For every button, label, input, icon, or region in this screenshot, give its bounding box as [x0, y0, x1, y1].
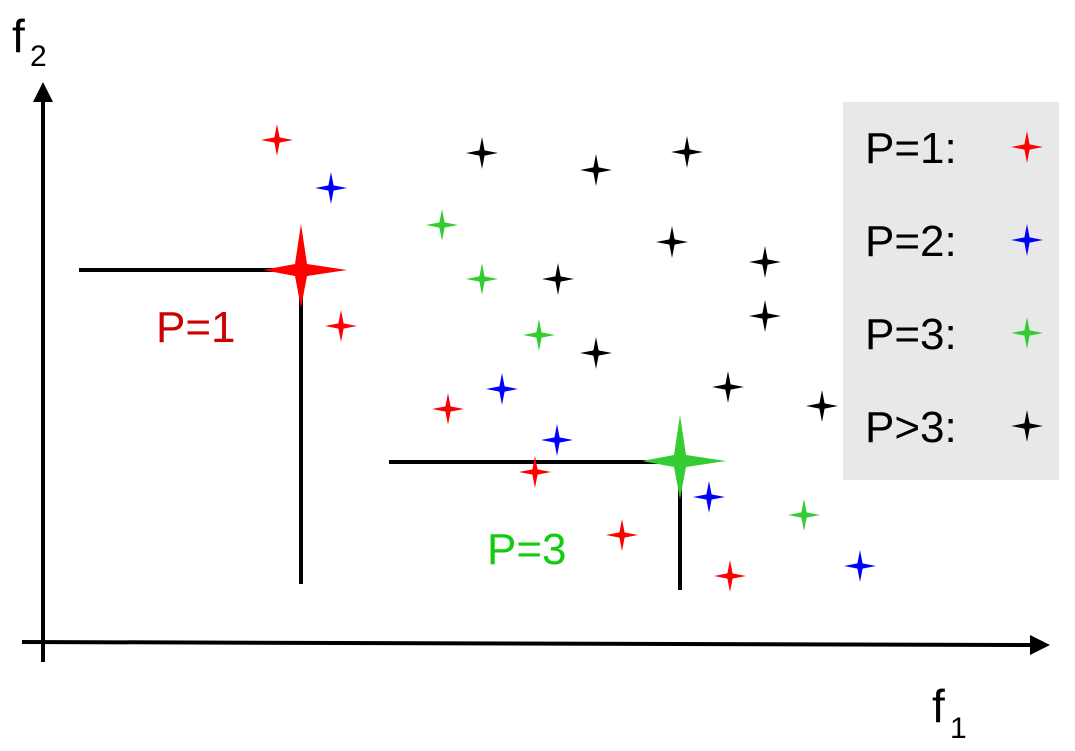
y-axis-label: f — [12, 10, 25, 62]
point-rank1-star-icon — [325, 310, 357, 342]
point-rank1-star-icon — [606, 519, 638, 551]
point-rank-more-star-icon — [749, 300, 781, 332]
point-rank-more-star-icon — [656, 226, 688, 258]
front-labels: P=1 P=3 — [156, 303, 567, 574]
x-axis-arrow-icon — [1030, 635, 1050, 655]
point-rank3-star-icon — [523, 319, 555, 351]
highlighted-point-rank1 — [263, 224, 347, 308]
y-axis-label-subscript: 2 — [30, 40, 47, 73]
front-label-p1: P=1 — [156, 303, 236, 352]
front-label-p3: P=3 — [487, 525, 567, 574]
highlighted-star-icon — [642, 415, 726, 499]
highlighted-star-icon — [263, 224, 347, 308]
point-rank1-star-icon — [432, 393, 464, 425]
point-rank2-star-icon — [315, 172, 347, 204]
point-rank-more-star-icon — [580, 154, 612, 186]
points-layer — [261, 124, 876, 592]
point-rank-more-star-icon — [712, 371, 744, 403]
legend-label-p3: P=3: — [865, 310, 957, 359]
highlighted-point-rank3 — [642, 415, 726, 499]
point-rank2-star-icon — [844, 550, 876, 582]
point-rank3-star-icon — [426, 209, 458, 241]
legend-label-p2: P=2: — [865, 217, 957, 266]
point-rank3-star-icon — [466, 263, 498, 295]
x-axis — [22, 642, 1032, 645]
x-axis-label: f — [932, 680, 945, 732]
x-axis-label-subscript: 1 — [950, 712, 967, 745]
point-rank-more-star-icon — [466, 137, 498, 169]
point-rank3-star-icon — [788, 499, 820, 531]
point-rank-more-star-icon — [542, 263, 574, 295]
legend-label-p1: P=1: — [865, 124, 957, 173]
point-rank-more-star-icon — [671, 136, 703, 168]
point-rank-more-star-icon — [749, 246, 781, 278]
legend-label-pmore: P>3: — [865, 403, 957, 452]
highlighted-points-layer — [263, 224, 726, 499]
point-rank2-star-icon — [486, 373, 518, 405]
point-rank-more-star-icon — [806, 390, 838, 422]
point-rank-more-star-icon — [580, 337, 612, 369]
point-rank1-star-icon — [714, 560, 746, 592]
y-axis-arrow-icon — [33, 82, 53, 102]
point-rank2-star-icon — [541, 424, 573, 456]
point-rank1-star-icon — [261, 124, 293, 156]
point-rank2-star-icon — [693, 481, 725, 513]
